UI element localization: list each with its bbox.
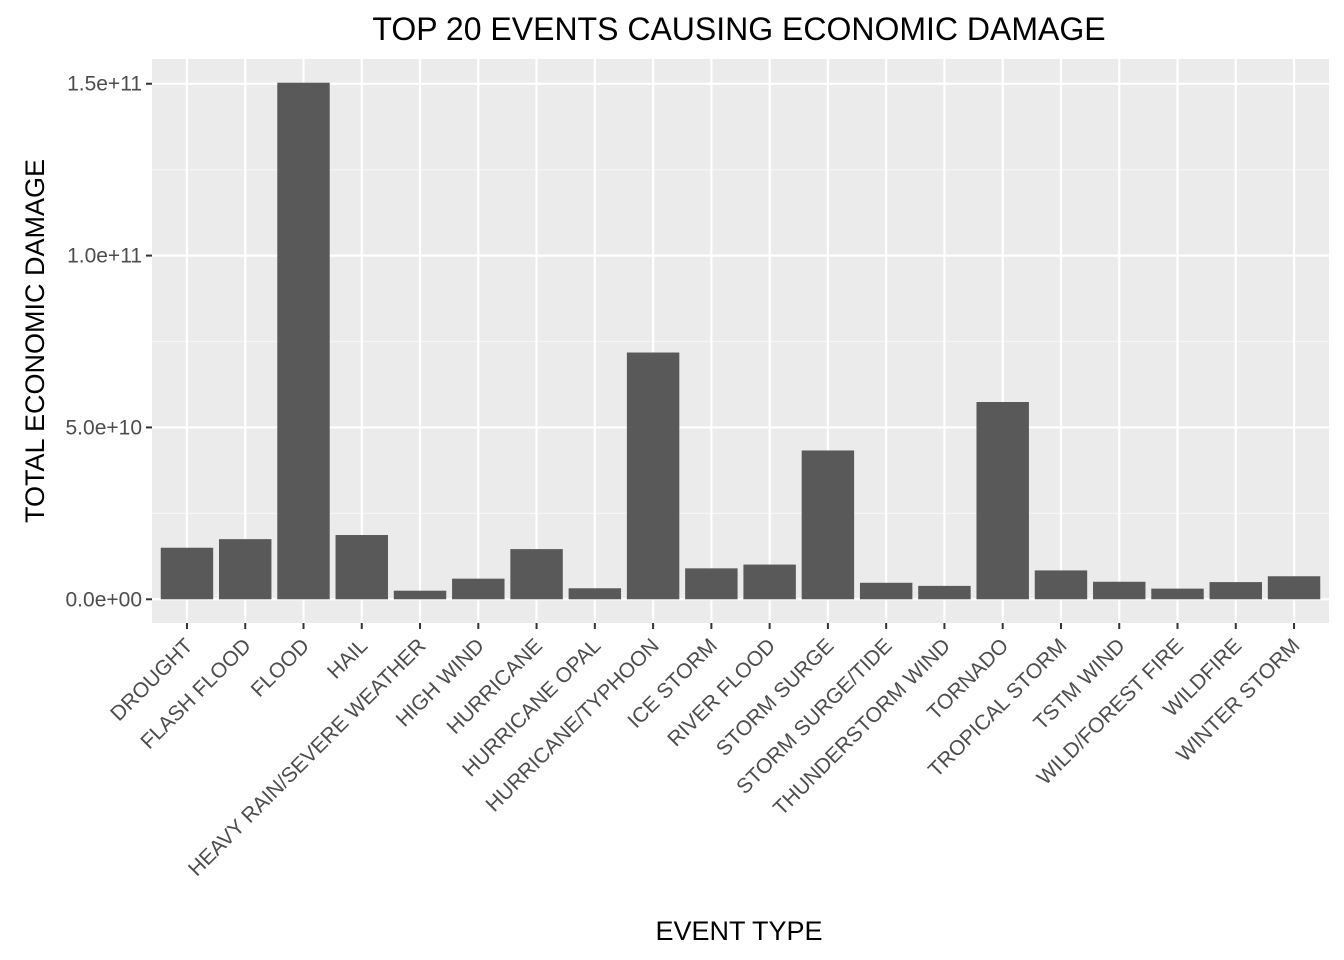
bar-5 [452,578,505,600]
y-tick-label: 1.0e+11 [67,245,142,268]
bar-6 [510,549,563,600]
minor-gridlines [152,169,1329,514]
y-tick-label: 5.0e+10 [66,416,143,439]
bar-4 [393,590,447,600]
bar-10 [743,564,796,600]
x-tick-label: FLASH FLOOD [136,634,255,753]
bar-15 [1034,570,1088,600]
bar-0 [160,547,214,600]
chart-title: TOP 20 EVENTS CAUSING ECONOMIC DAMAGE [372,11,1105,47]
y-axis-title: TOTAL ECONOMIC DAMAGE [20,159,50,523]
y-tick-label: 1.5e+11 [67,73,142,96]
bar-17 [1151,588,1204,600]
bar-3 [335,535,388,600]
x-tick-label: HAIL [323,634,372,683]
x-tick-label: FLOOD [247,634,314,701]
bar-12 [859,582,913,600]
bar-18 [1209,582,1262,600]
bar-13 [918,585,971,600]
bar-14 [976,402,1029,600]
bar-9 [685,568,738,600]
bar-11 [801,450,855,600]
y-tick-label: 0.0e+00 [66,588,143,611]
bar-2 [277,82,330,600]
bar-19 [1267,576,1321,600]
bar-8 [626,352,680,600]
bars [160,82,1321,600]
y-axis: 0.0e+00 5.0e+10 1.0e+11 1.5e+11 [66,73,152,611]
bar-1 [219,539,272,600]
bar-16 [1093,581,1146,600]
x-axis-title: EVENT TYPE [655,916,822,946]
bar-7 [568,588,622,600]
